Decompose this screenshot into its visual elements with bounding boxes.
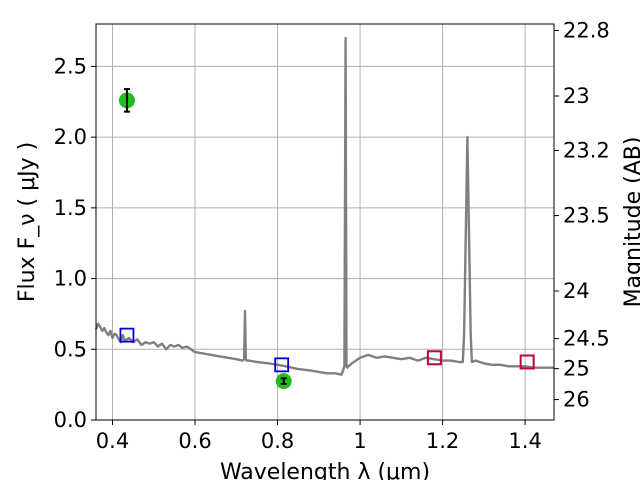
x-tick-label: 1.2 (426, 429, 459, 453)
x-tick-label: 0.4 (96, 429, 129, 453)
x-tick-label: 0.6 (178, 429, 211, 453)
photometry-markers (118, 88, 535, 390)
y-tick-label: 1.5 (54, 196, 87, 220)
y-axis-left: 0.0 0.5 1.0 1.5 2.0 2.5 (54, 54, 96, 432)
y-tick-label: 1.0 (54, 267, 87, 291)
model-point (519, 354, 535, 370)
grid (96, 24, 554, 421)
right-tick-label: 26 (563, 388, 590, 412)
model-spectrum (94, 36, 554, 376)
model-point (426, 350, 442, 366)
model-point (274, 357, 290, 373)
y-axis-label: Flux F_ν ( μJy ) (15, 142, 40, 302)
y-tick-label: 2.5 (54, 54, 87, 78)
right-tick-label: 23 (563, 84, 590, 108)
spectrum-line (94, 36, 554, 376)
x-tick-label: 1 (353, 429, 366, 453)
right-tick-label: 22.8 (563, 18, 610, 42)
x-axis: 0.4 0.6 0.8 1 1.2 1.4 (96, 420, 542, 453)
x-tick-label: 0.8 (261, 429, 294, 453)
right-tick-label: 23.2 (563, 139, 610, 163)
y-axis-right: 22.8 23 23.2 23.5 24 24.5 25 26 (554, 18, 610, 412)
model-point (119, 327, 135, 343)
y-tick-label: 2.0 (54, 125, 87, 149)
x-tick-label: 1.4 (508, 429, 541, 453)
right-axis-label: Magnitude (AB) (621, 137, 640, 308)
plot-frame (95, 23, 555, 421)
right-tick-label: 23.5 (563, 204, 610, 228)
x-axis-label: Wavelength λ (μm) (220, 460, 430, 480)
y-tick-label: 0.0 (54, 408, 87, 432)
right-tick-label: 24.5 (563, 327, 610, 351)
y-tick-label: 0.5 (54, 337, 87, 361)
right-tick-label: 24 (563, 279, 590, 303)
right-tick-label: 25 (563, 357, 590, 381)
